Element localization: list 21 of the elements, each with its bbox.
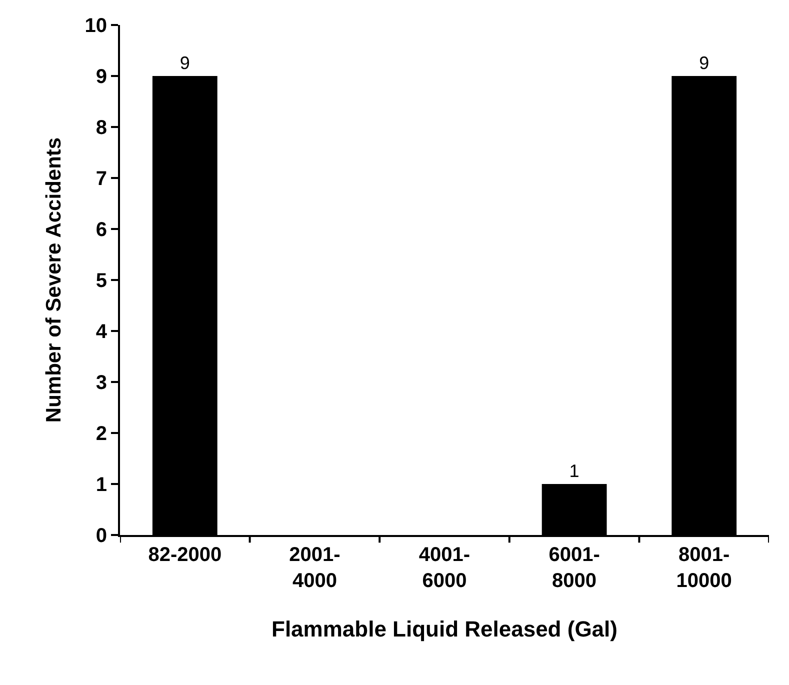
x-axis-title: Flammable Liquid Released (Gal) <box>272 616 618 642</box>
x-tick-label: 8001- 10000 <box>676 544 732 592</box>
y-tick-label: 0 <box>96 525 107 547</box>
y-tick-label: 4 <box>96 321 108 343</box>
x-tick-label: 6001- 8000 <box>548 544 600 592</box>
x-tick-label: 2001- 4000 <box>289 544 340 592</box>
data-label: 9 <box>180 53 190 73</box>
data-label: 9 <box>699 53 710 73</box>
y-axis-title: Number of Severe Accidents <box>42 137 66 423</box>
y-tick-label: 2 <box>96 423 107 445</box>
y-tick-label: 7 <box>96 168 107 190</box>
y-tick-label: 3 <box>96 372 107 394</box>
y-tick-label: 6 <box>96 219 107 241</box>
data-label: 1 <box>569 461 580 481</box>
y-tick-label: 9 <box>96 66 107 88</box>
y-tick-label: 8 <box>96 117 107 139</box>
y-tick-label: 1 <box>96 474 107 496</box>
x-tick-label: 4001- 6000 <box>418 544 470 592</box>
y-tick-label: 10 <box>84 15 107 37</box>
x-tick-label: 82-2000 <box>148 544 222 566</box>
y-tick-label: 5 <box>96 270 107 292</box>
